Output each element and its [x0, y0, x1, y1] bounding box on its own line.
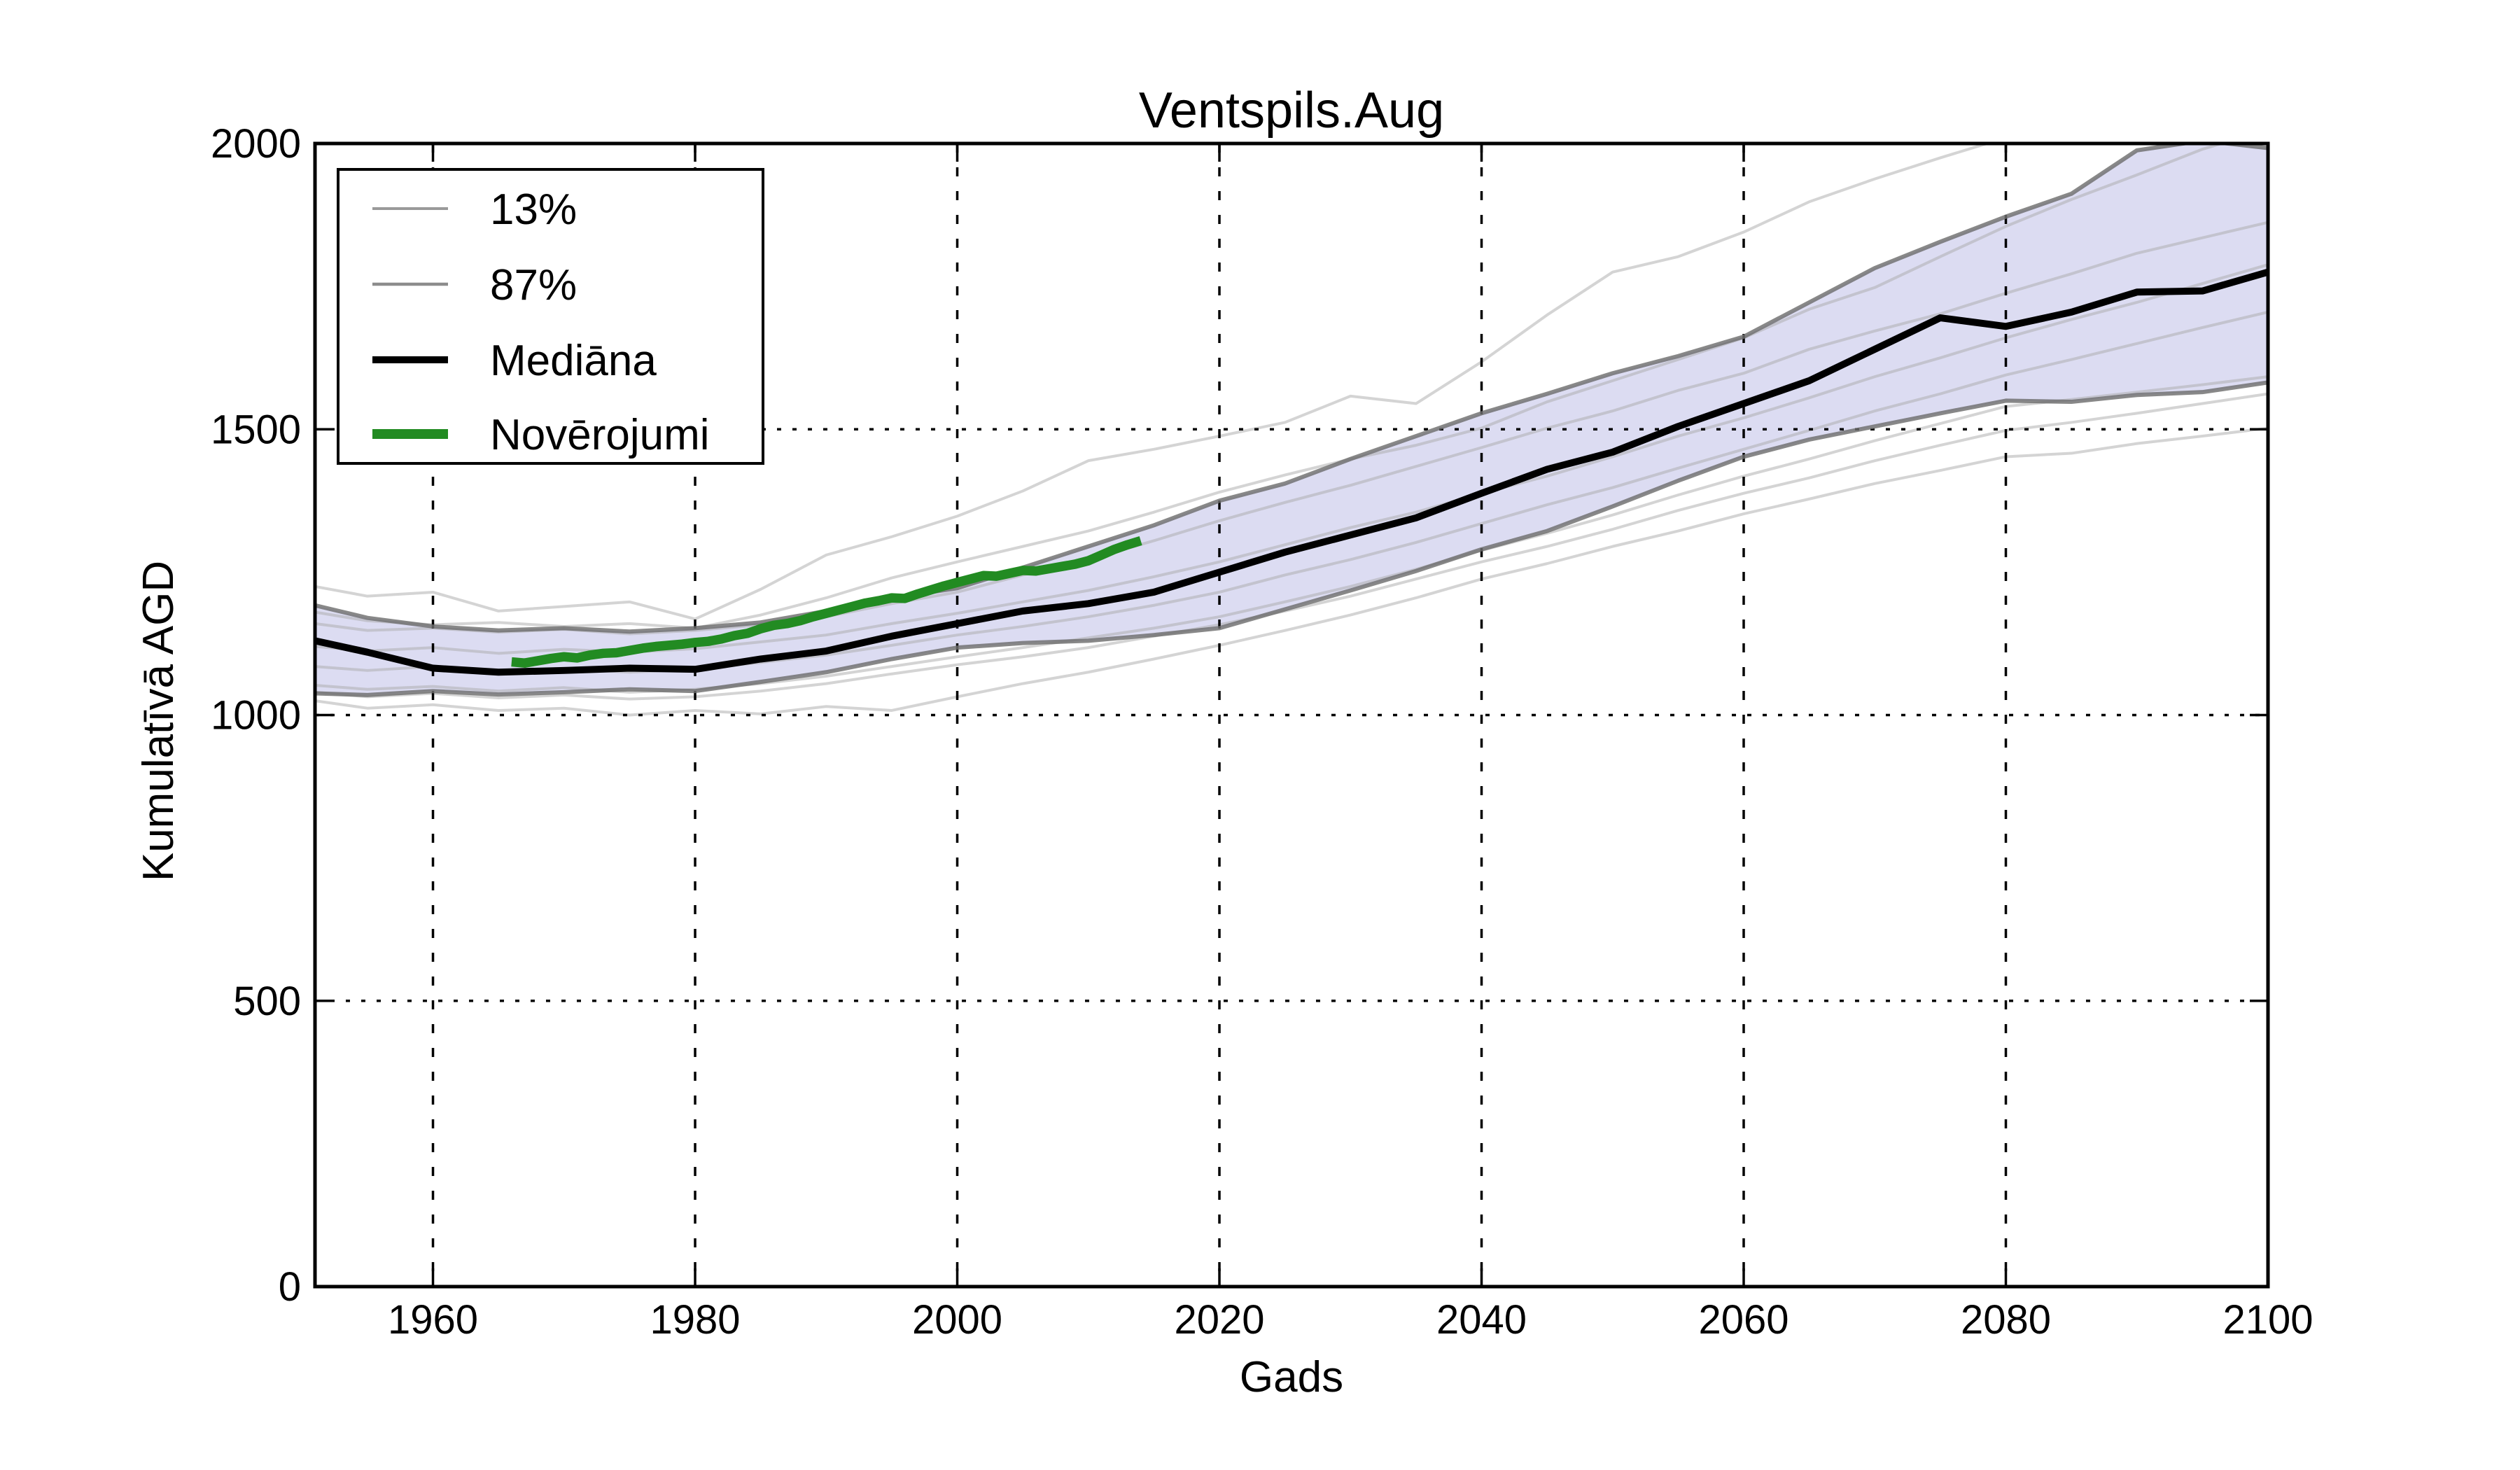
x-axis-label: Gads — [1240, 1353, 1343, 1401]
median-line — [315, 268, 2268, 676]
x-tick-label-1980: 1980 — [650, 1297, 741, 1343]
legend-label-noverojumi: Novērojumi — [490, 411, 710, 459]
ensemble-member-line-4 — [315, 310, 2268, 674]
axis-ticks — [315, 142, 2269, 1288]
chart-title: Ventspils.Aug — [1139, 83, 1444, 139]
x-tick-label-2100: 2100 — [2222, 1297, 2313, 1343]
x-tick-label-1960: 1960 — [388, 1297, 478, 1343]
ensemble-member-line-2 — [315, 220, 2268, 636]
y-tick-label-2000: 2000 — [211, 121, 301, 167]
percentile-13-line — [315, 380, 2268, 697]
legend-label-87pct: 87% — [490, 261, 577, 309]
y-axis-label: Kumulatīvā AGD — [134, 561, 183, 881]
x-tick-label-2020: 2020 — [1174, 1297, 1264, 1343]
ensemble-member-line-0 — [315, 144, 1992, 621]
y-tick-label-500: 500 — [233, 979, 301, 1024]
ensemble-member-line-5 — [315, 375, 2268, 694]
axis-tick-labels: 1960 1980 2000 2020 2040 2060 2080 2100 0 500 1000… — [211, 121, 2314, 1343]
x-tick-label-2060: 2060 — [1698, 1297, 1788, 1343]
observations-line — [511, 536, 1142, 668]
ensemble-member-line-1 — [315, 144, 2226, 630]
legend-box — [337, 168, 764, 465]
y-tick-label-1000: 1000 — [211, 693, 301, 738]
ensemble-member-line-6 — [315, 426, 2268, 717]
y-tick-label-0: 0 — [279, 1264, 301, 1310]
legend: 13% 87% Mediāna Novērojumi — [337, 168, 764, 465]
legend-label-13pct: 13% — [490, 186, 577, 234]
x-tick-label-2080: 2080 — [1961, 1297, 2051, 1343]
x-tick-label-2000: 2000 — [912, 1297, 1002, 1343]
percentile-87-line — [315, 144, 2268, 634]
x-tick-label-2040: 2040 — [1436, 1297, 1527, 1343]
legend-label-mediana: Mediāna — [490, 337, 657, 385]
y-tick-label-1500: 1500 — [211, 407, 301, 452]
